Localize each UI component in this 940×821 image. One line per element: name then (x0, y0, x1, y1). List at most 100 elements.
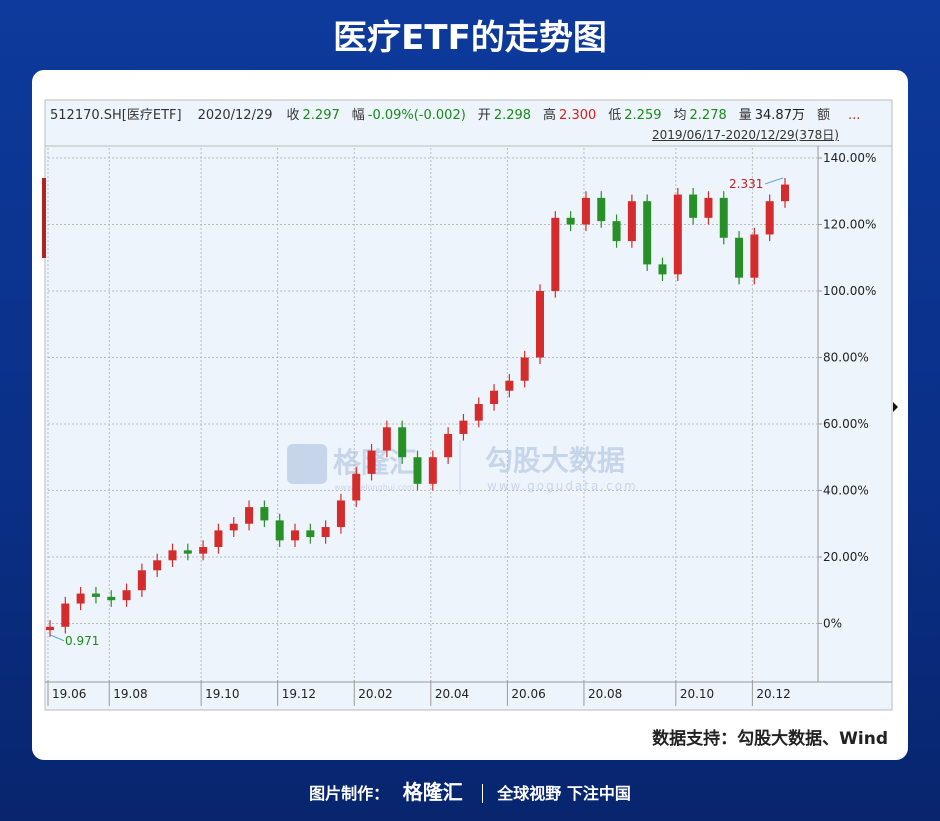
candle-body (321, 527, 330, 538)
slogan: 全球视野 下注中国 (482, 784, 631, 803)
x-tick-label: 20.02 (358, 687, 392, 701)
max-pointer (764, 177, 784, 185)
candle-body (474, 404, 483, 421)
side-marker (42, 178, 46, 258)
candle-body (765, 201, 774, 235)
candle-body (750, 234, 759, 278)
logo (287, 444, 327, 484)
arrow (893, 402, 898, 412)
candle-body (428, 457, 437, 484)
candle-body (551, 217, 560, 291)
made-by: 图片制作： (309, 784, 390, 803)
y-tick-label: 120.00% (823, 217, 876, 231)
chart-frame (44, 99, 893, 711)
candle-body (229, 523, 238, 531)
candle-body (520, 357, 529, 381)
y-tick-label: 80.00% (823, 350, 869, 364)
quote-bar: 512170.SH[医疗ETF] 2020/12/29 收 2.297 幅 -0.09%(… (50, 104, 864, 123)
candle-body (505, 380, 514, 391)
quote-value: 2.298 (493, 108, 532, 123)
y-tick-label: 140.00% (823, 151, 876, 165)
quote-value: 34.87万 (754, 108, 805, 123)
watermark-source-url: www.gogudata.com (487, 479, 638, 493)
y-tick-label: 0% (823, 616, 842, 630)
quote-label: 开 (477, 108, 491, 123)
candle-body (214, 530, 223, 547)
candle-body (719, 197, 728, 238)
candle-body (245, 507, 254, 524)
footer-brand: 格隆汇 (402, 780, 463, 804)
quote-value: 2.259 (624, 108, 662, 123)
x-tick-label: 19.06 (52, 687, 86, 701)
x-tick-label: 20.08 (588, 687, 622, 701)
quote-value: -0.09%(-0.002) (367, 108, 466, 123)
date-range: 2019/06/17-2020/12/29(378日) (652, 128, 839, 142)
candle-body (658, 264, 667, 275)
x-tick-label: 20.06 (511, 687, 545, 701)
candle-body (398, 427, 407, 458)
quote-label: 低 (608, 108, 622, 123)
candle-body (536, 290, 544, 358)
candle-body (46, 626, 54, 631)
candle-body (735, 237, 744, 278)
candle-body (306, 530, 315, 538)
ellipsis: ... (847, 108, 861, 123)
candle-body (137, 570, 146, 591)
source-note: 数据支持：勾股大数据、Wind (652, 729, 888, 749)
y-tick-label: 20.00% (823, 550, 869, 564)
quote-label: 量 (738, 108, 752, 123)
x-tick-label: 19.10 (205, 687, 239, 701)
quote-label: 均 (673, 108, 687, 123)
watermark-url: www.gelonghui.com (334, 483, 415, 492)
quote-value: 2.278 (689, 108, 727, 123)
footer: 图片制作： 格隆汇 全球视野 下注中国 (0, 776, 940, 805)
quote-label: 幅 (351, 108, 365, 123)
candle-body (689, 194, 698, 218)
title: 医疗ETF的走势图 (333, 18, 607, 58)
candle-body (168, 550, 177, 561)
candle-body (76, 593, 85, 604)
candle-body (153, 560, 162, 571)
candle-body (260, 507, 269, 521)
quote-date: 2020/12/29 (197, 108, 273, 123)
candle-body (612, 221, 621, 242)
candle-body (490, 390, 499, 405)
y-tick-label: 60.00% (823, 417, 869, 431)
candle-body (781, 184, 789, 202)
candle-body (336, 500, 345, 528)
candle-body (199, 547, 208, 554)
candle-body (367, 450, 376, 474)
candle-body (581, 197, 590, 225)
x-tick-label: 19.08 (113, 687, 147, 701)
x-tick-label: 20.10 (680, 687, 714, 701)
quote-value: 2.300 (559, 108, 597, 123)
max-label: 2.331 (729, 177, 763, 191)
candle-body (566, 217, 575, 225)
candle-body (413, 457, 422, 484)
candle-body (704, 197, 713, 218)
min-pointer (49, 634, 65, 642)
candle-body (183, 550, 192, 554)
candle-body (122, 590, 131, 601)
x-tick-label: 19.12 (282, 687, 316, 701)
y-tick-label: 40.00% (823, 483, 869, 497)
instrument: 512170.SH[医疗ETF] (50, 108, 182, 123)
candle-body (291, 530, 299, 541)
x-tick-label: 20.04 (435, 687, 469, 701)
candle-body (643, 201, 652, 265)
candle-body (459, 420, 468, 434)
quote-label: 额 (816, 108, 830, 123)
min-label: 0.971 (65, 634, 99, 648)
quote-label: 收 (286, 108, 300, 123)
watermark-source: 勾股大数据 (485, 444, 625, 477)
candle-body (673, 194, 682, 275)
quote-label: 高 (543, 108, 557, 123)
candle-body (91, 593, 100, 597)
candle-body (275, 520, 284, 541)
y-tick-label: 100.00% (823, 284, 876, 298)
candle-body (597, 197, 606, 222)
candle-body (382, 427, 391, 451)
candle-body (627, 201, 636, 242)
